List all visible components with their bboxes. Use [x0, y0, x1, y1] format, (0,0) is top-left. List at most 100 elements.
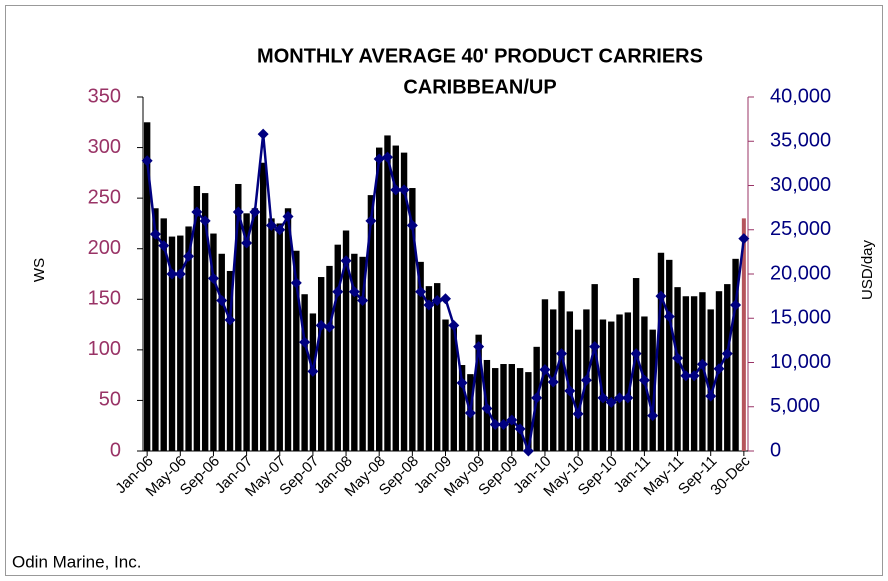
marker	[605, 396, 617, 408]
bar	[566, 311, 574, 451]
bar	[666, 259, 673, 451]
bar	[301, 294, 308, 451]
y-tick-label: 350	[88, 85, 121, 107]
y-tick-label: 50	[99, 389, 121, 411]
marker	[340, 255, 352, 267]
marker	[207, 272, 219, 284]
bar	[558, 291, 565, 451]
y2-tick-label: 5,000	[770, 395, 820, 417]
marker	[431, 295, 443, 307]
bar	[243, 213, 250, 451]
bar	[168, 236, 176, 451]
y2-axis-label: USD/day	[859, 239, 876, 300]
bar	[317, 277, 325, 451]
marker	[381, 151, 393, 163]
bar	[724, 284, 731, 451]
marker	[547, 376, 559, 388]
bar	[599, 319, 607, 451]
marker	[514, 423, 526, 435]
y2-tick-label: 40,000	[770, 85, 831, 107]
bar	[434, 283, 441, 451]
marker	[498, 418, 510, 430]
y-tick-label: 200	[88, 237, 121, 259]
bar	[384, 135, 391, 452]
bar	[450, 324, 457, 451]
marker	[481, 403, 493, 415]
marker	[440, 293, 451, 305]
bar	[674, 287, 681, 451]
bar	[201, 193, 209, 452]
bar	[425, 286, 433, 451]
marker	[738, 233, 750, 245]
bar	[152, 208, 159, 451]
marker	[539, 364, 551, 376]
bar	[259, 162, 267, 451]
marker	[473, 341, 485, 353]
chart-title: MONTHLY AVERAGE 40' PRODUCT CARRIERS	[257, 45, 703, 67]
marker	[315, 319, 327, 331]
bar	[492, 368, 499, 451]
bar	[351, 253, 358, 451]
y-tick-label: 300	[88, 136, 121, 158]
bar	[326, 265, 333, 451]
bar	[342, 230, 350, 451]
marker	[564, 385, 576, 397]
bar	[309, 313, 317, 451]
y-axis-label: WS	[31, 258, 48, 282]
marker	[166, 268, 178, 280]
bar	[574, 329, 582, 451]
bar	[218, 253, 225, 451]
bar	[632, 278, 640, 451]
bar	[417, 261, 424, 451]
marker	[556, 348, 568, 360]
marker	[373, 153, 385, 165]
marker	[141, 155, 153, 167]
bar	[143, 122, 151, 452]
bar	[707, 309, 714, 451]
marker	[638, 374, 650, 386]
marker	[357, 295, 369, 307]
bar	[516, 368, 524, 451]
chart-subtitle: CARIBBEAN/UP	[403, 76, 556, 98]
marker	[241, 237, 253, 249]
marker	[216, 295, 228, 307]
marker	[390, 184, 402, 196]
bar	[177, 235, 184, 451]
bar	[268, 218, 275, 451]
bar	[251, 208, 259, 451]
bar	[193, 186, 201, 451]
marker	[522, 445, 534, 457]
marker	[415, 286, 427, 298]
marker	[622, 392, 634, 404]
bar	[508, 364, 516, 451]
bar	[392, 145, 399, 451]
marker	[630, 348, 642, 360]
marker	[191, 206, 203, 218]
marker	[663, 310, 675, 322]
marker	[257, 128, 269, 140]
marker	[232, 206, 244, 218]
bar	[185, 226, 192, 451]
marker	[249, 206, 261, 218]
marker	[721, 348, 733, 360]
marker	[705, 390, 717, 402]
marker	[174, 268, 186, 280]
bar	[226, 270, 234, 451]
bar	[210, 233, 217, 451]
marker	[597, 392, 609, 404]
marker	[183, 250, 195, 262]
marker	[531, 392, 543, 404]
bar	[458, 365, 466, 451]
y-tick-label: 0	[110, 439, 121, 461]
bar	[732, 258, 739, 451]
marker	[489, 418, 501, 430]
bar	[591, 284, 598, 451]
marker	[730, 299, 742, 311]
marker	[423, 299, 435, 311]
marker	[323, 321, 335, 333]
bar	[741, 218, 746, 451]
marker	[398, 184, 410, 196]
bar	[276, 223, 283, 451]
source-note: Odin Marine, Inc.	[12, 552, 141, 571]
